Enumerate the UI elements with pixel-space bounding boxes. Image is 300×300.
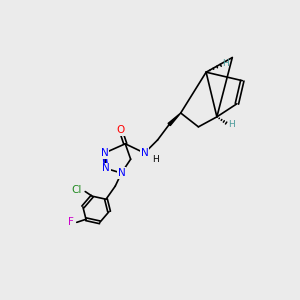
Text: N: N bbox=[118, 168, 125, 178]
Text: F: F bbox=[68, 217, 74, 227]
Text: N: N bbox=[102, 164, 110, 173]
Text: Cl: Cl bbox=[72, 185, 82, 195]
Polygon shape bbox=[168, 113, 181, 126]
Text: N: N bbox=[100, 148, 108, 158]
Text: H: H bbox=[228, 120, 234, 129]
Text: O: O bbox=[116, 125, 125, 135]
Text: H: H bbox=[152, 155, 159, 164]
Text: N: N bbox=[141, 148, 148, 158]
Text: H: H bbox=[222, 59, 229, 68]
